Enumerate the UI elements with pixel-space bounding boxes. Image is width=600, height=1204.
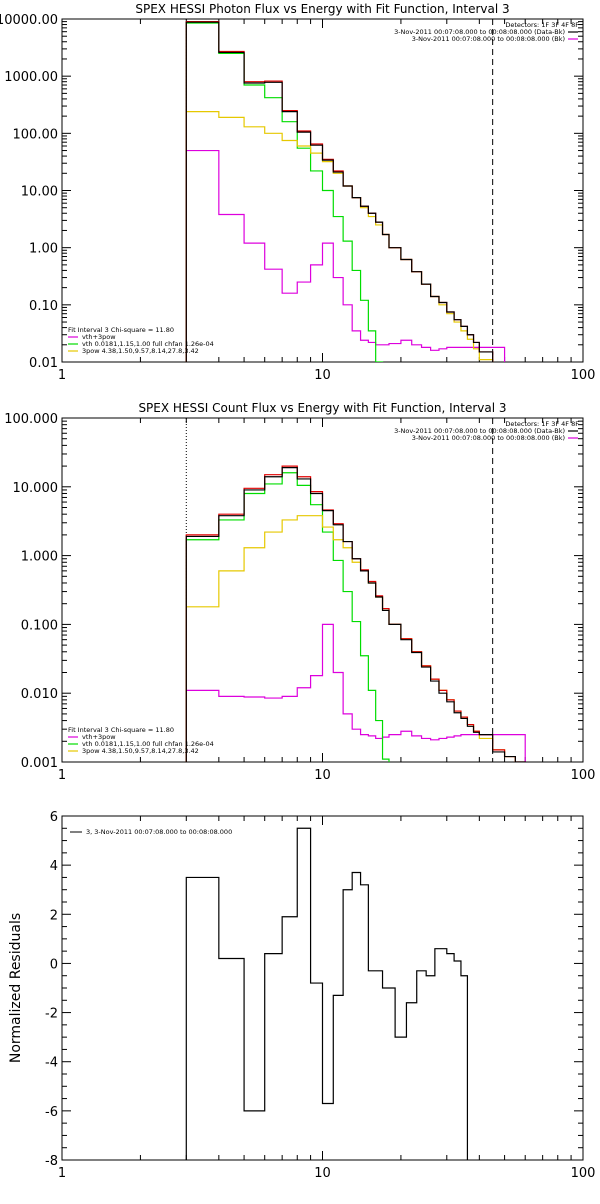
legend-left-text: vth+3pow (82, 733, 116, 741)
legend-right-text: 3-Nov-2011 00:07:08.000 to 00:08:08.000 … (412, 434, 565, 442)
y-tick-label: 1.000 (21, 550, 58, 565)
y-tick-label: 2 (50, 908, 58, 923)
legend-detectors: Detectors: 1F 3F 4F 8F (505, 21, 579, 29)
x-tick-label: 100 (571, 368, 596, 383)
legend-fit-header: Fit Interval 3 Chi-square = 11.80 (68, 326, 174, 334)
plot-area (185, 827, 469, 1160)
plot-area (185, 19, 506, 362)
y-tick-label: 0.100 (21, 618, 58, 633)
chart-title: SPEX HESSI Photon Flux vs Energy with Fi… (135, 2, 509, 16)
count-flux-panel: SPEX HESSI Count Flux vs Energy with Fit… (4, 401, 596, 783)
y-tick-label: 0 (50, 957, 58, 972)
y-tick-label: 0.010 (21, 687, 58, 702)
x-tick-label: 10 (314, 368, 331, 383)
legend-left-text: 3pow 4.38,1.50,9.57,8.14,27.8,3.42 (82, 747, 199, 755)
series-3pow-line (185, 515, 516, 762)
residuals-panel: 1 10 100 -8 -6 -4 -2 0 2 4 6 Normalized Residuals 3,… (8, 810, 596, 1181)
y-tick-label: 10.00 (21, 185, 58, 200)
y-tick-label: 10.000 (13, 481, 59, 496)
y-tick-label: 6 (50, 810, 58, 825)
x-tick-label: 10 (314, 768, 331, 783)
y-tick-label: -4 (45, 1056, 58, 1071)
y-tick-label: 0.01 (29, 356, 58, 371)
y-tick-label: 100.000 (4, 412, 58, 427)
legend-left-text: 3pow 4.38,1.50,9.57,8.14,27.8,3.42 (82, 347, 199, 355)
x-tick-label: 100 (571, 768, 596, 783)
series-vth-line (185, 22, 384, 362)
plot-frame (61, 417, 584, 763)
series-vth-line (185, 472, 390, 762)
legend-left-text: vth 0.0181,1.15,1.00 full chfan 1.26e-04 (82, 740, 214, 748)
legend-left-text: vth+3pow (82, 333, 116, 341)
y-axis-label: Normalized Residuals (8, 913, 24, 1063)
y-tick-label: 1000.00 (4, 70, 58, 85)
series-total_black-line (185, 467, 526, 762)
legend-right-text: 3-Nov-2011 00:07:08.000 to 00:08:08.000 … (394, 28, 565, 36)
legend-detectors: Detectors: 1F 3F 4F 8F (505, 420, 579, 428)
series-residuals-line (185, 827, 469, 1160)
legend-right-text: 3-Nov-2011 00:07:08.000 to 00:08:08.000 … (394, 427, 565, 435)
y-tick-label: 4 (50, 859, 58, 874)
legend-left-text: vth 0.0181,1.15,1.00 full chfan 1.26e-04 (82, 340, 214, 348)
photon-flux-panel: SPEX HESSI Photon Flux vs Energy with Fi… (0, 2, 596, 383)
series-vth_3pow-line (185, 465, 526, 762)
series-resid-line (185, 149, 506, 362)
series-vth_3pow-line (185, 21, 494, 362)
y-tick-label: -6 (45, 1105, 58, 1120)
chart-title: SPEX HESSI Count Flux vs Energy with Fit… (138, 401, 506, 415)
y-tick-label: -2 (45, 1007, 58, 1022)
y-tick-label: 0.10 (29, 299, 58, 314)
series-resid-line (185, 623, 526, 762)
y-tick-label: 1.00 (29, 242, 58, 257)
x-tick-label: 100 (571, 1166, 596, 1181)
x-tick-label: 1 (58, 1166, 66, 1181)
plot-area (185, 418, 526, 762)
x-tick-label: 1 (58, 368, 66, 383)
series-3pow-line (185, 110, 494, 362)
y-tick-label: 100.00 (13, 127, 59, 142)
y-tick-label: 0.001 (21, 756, 58, 771)
legend-fit-header: Fit Interval 3 Chi-square = 11.80 (68, 726, 174, 734)
x-tick-label: 10 (314, 1166, 331, 1181)
series-total_black-line (185, 21, 494, 362)
y-tick-label: 10000.00 (0, 13, 58, 28)
legend-text: 3, 3-Nov-2011 00:07:08.000 to 00:08:08.0… (86, 828, 232, 836)
legend-right-text: 3-Nov-2011 00:07:08.000 to 00:08:08.000 … (412, 35, 565, 43)
y-tick-label: -8 (45, 1154, 58, 1169)
x-tick-label: 1 (58, 768, 66, 783)
